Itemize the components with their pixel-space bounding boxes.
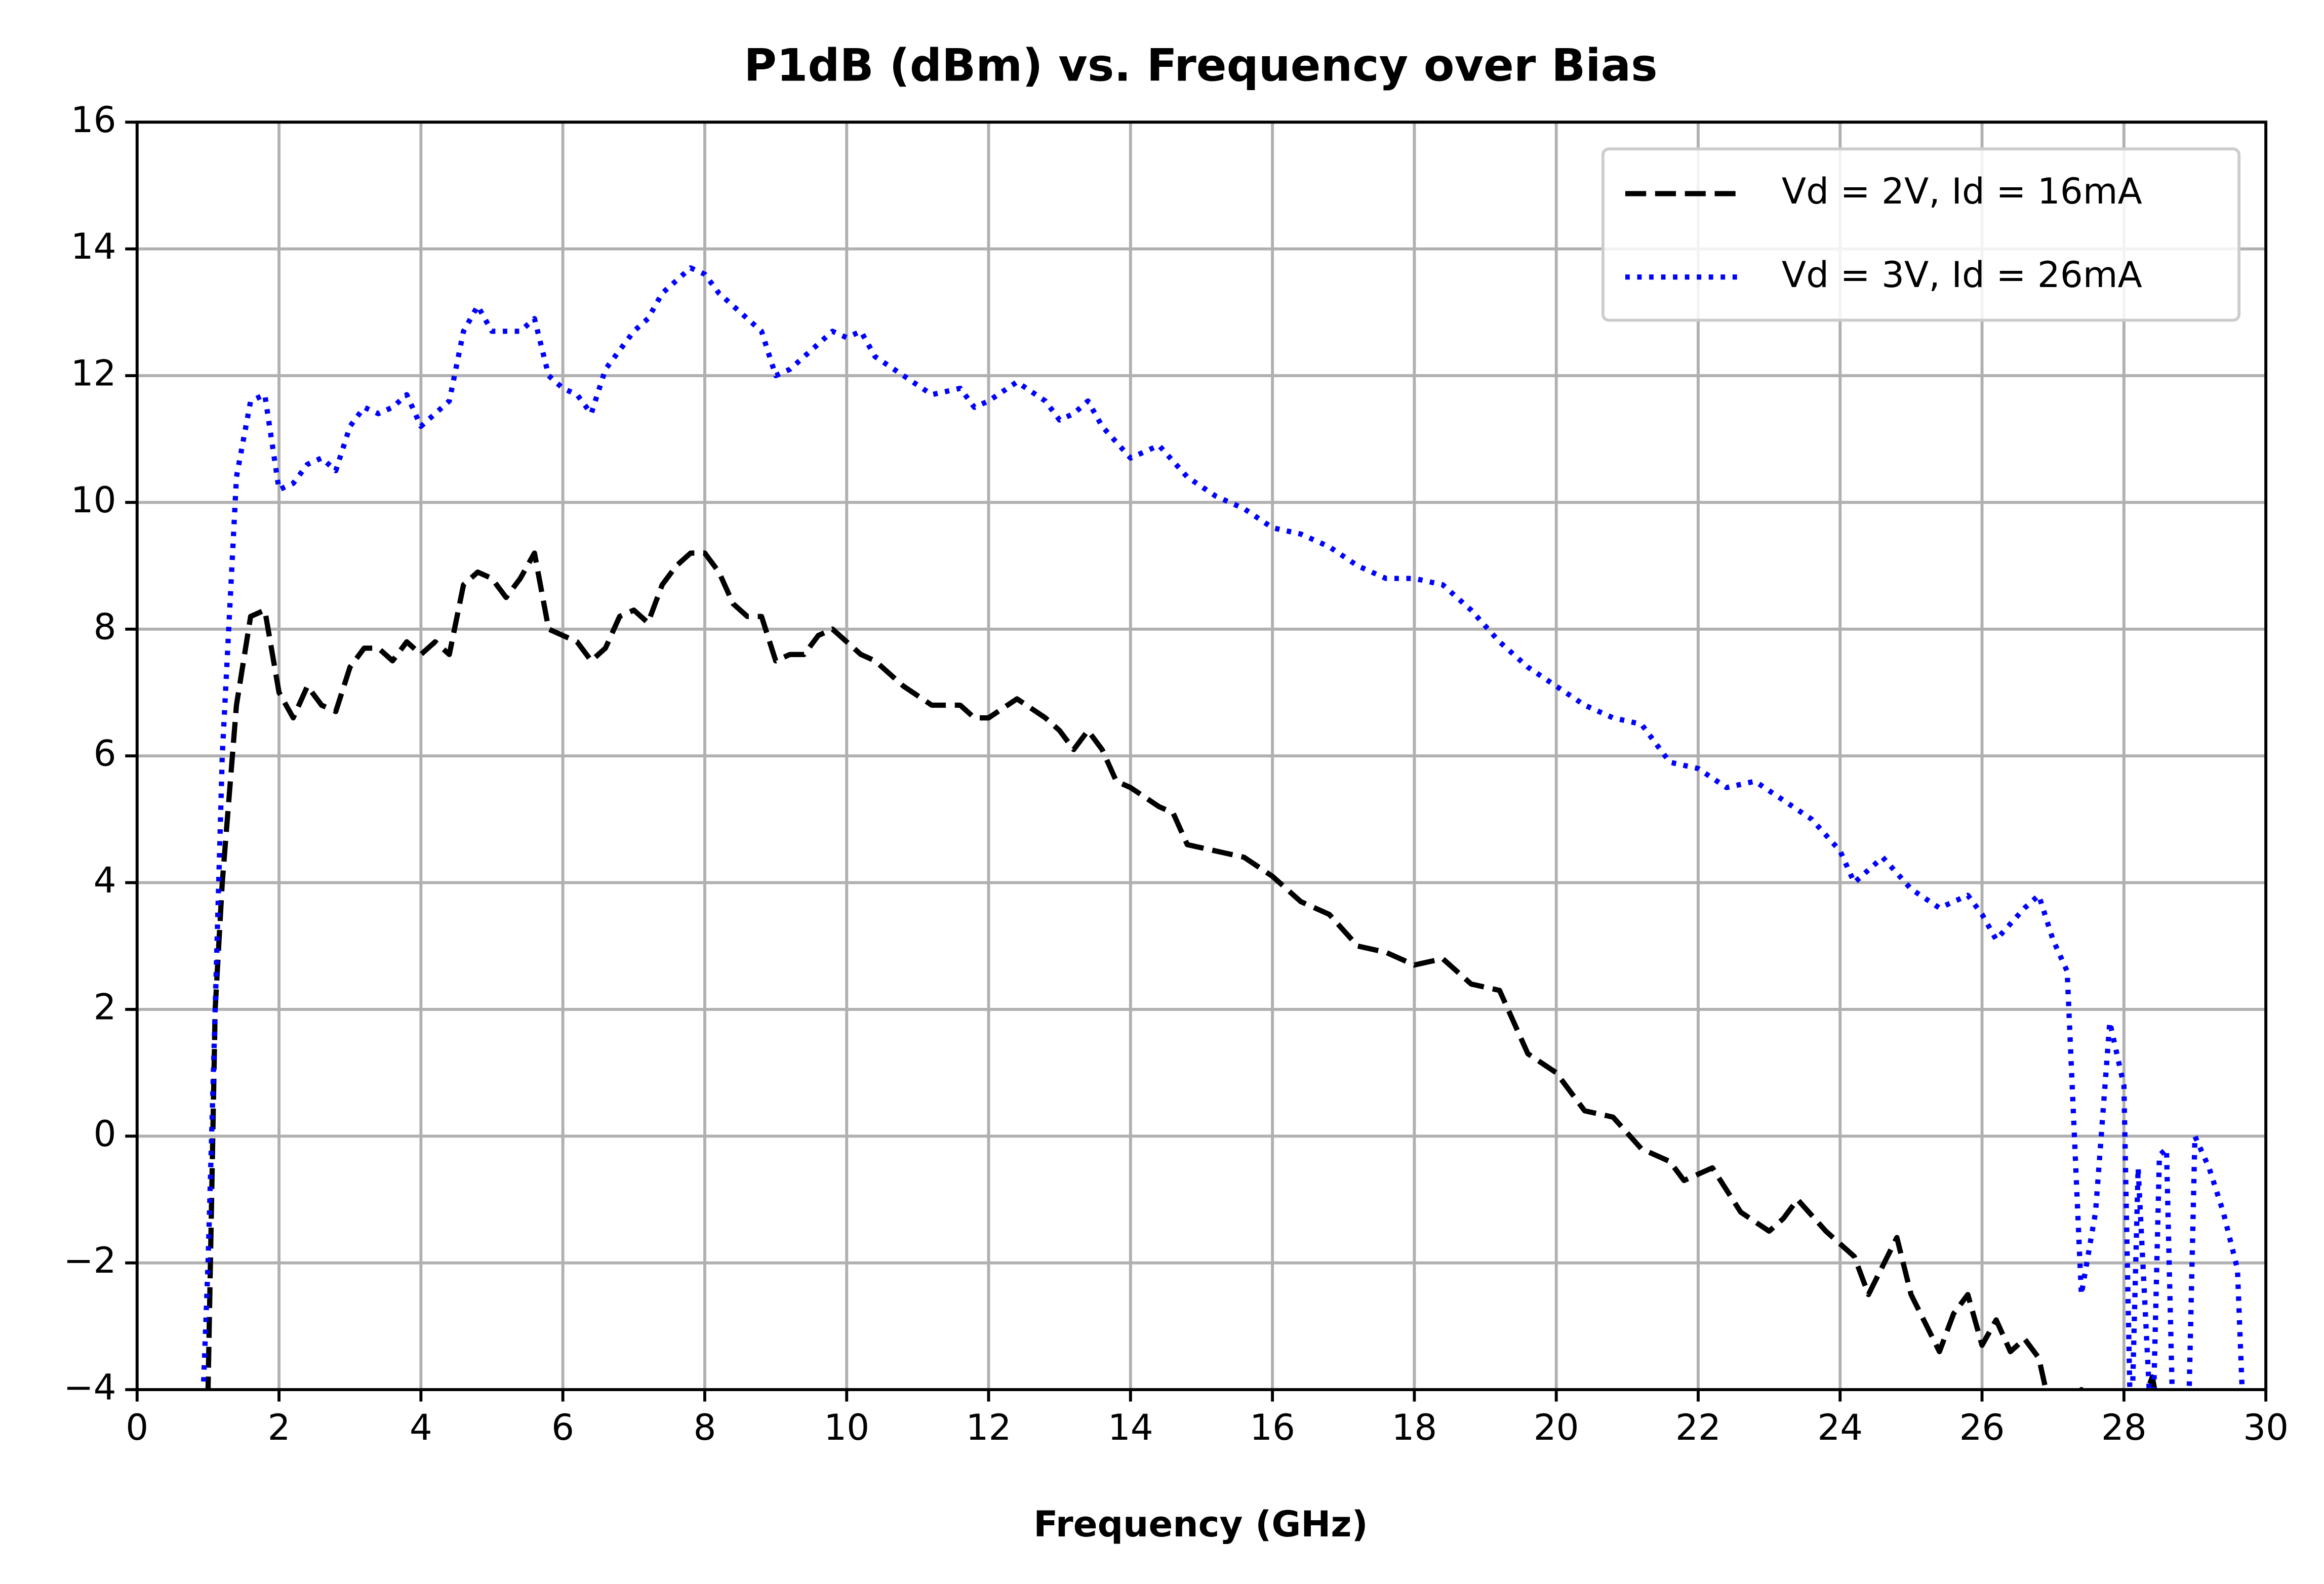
y-tick-label: −2 (64, 1239, 116, 1281)
series-line (201, 265, 2245, 1390)
y-tick-label: 10 (71, 479, 116, 521)
ticks: 0 2 4 6 8 10 12 14 16 18 20 22 24 26 28 30−4−2024681012… (64, 99, 2289, 1448)
legend-box (1601, 147, 2241, 322)
legend: Vd = 2V, Id = 16mA Vd = 3V, Id = 26mA (1601, 147, 2241, 322)
x-tick-label: 28 (2101, 1406, 2147, 1448)
x-tick-label: 30 (2243, 1406, 2289, 1448)
y-tick-label: 16 (71, 99, 116, 141)
x-tick-label: 14 (1108, 1406, 1153, 1448)
y-tick-label: 14 (71, 225, 116, 267)
x-tick-label: 6 (551, 1406, 574, 1448)
x-tick-label: 26 (1959, 1406, 2005, 1448)
x-tick-label: 0 (126, 1406, 148, 1448)
y-tick-label: 2 (94, 986, 116, 1028)
x-tick-label: 16 (1250, 1406, 1295, 1448)
x-tick-label: 18 (1391, 1406, 1437, 1448)
legend-label: Vd = 2V, Id = 16mA (1782, 170, 2142, 212)
x-tick-label: 10 (824, 1406, 869, 1448)
y-tick-label: 8 (94, 605, 116, 647)
y-tick-label: 4 (94, 859, 116, 901)
x-tick-label: 12 (966, 1406, 1012, 1448)
x-tick-label: 4 (410, 1406, 432, 1448)
x-tick-label: 20 (1534, 1406, 1579, 1448)
x-tick-label: 8 (693, 1406, 716, 1448)
x-tick-label: 2 (268, 1406, 291, 1448)
plot-area (201, 265, 2245, 1390)
x-tick-label: 22 (1675, 1406, 1721, 1448)
chart-title: P1dB (dBm) vs. Frequency over Bias (744, 39, 1657, 92)
y-tick-label: 0 (94, 1113, 116, 1155)
series-line (205, 550, 2157, 1390)
legend-label: Vd = 3V, Id = 26mA (1782, 254, 2142, 296)
x-axis-label: Frequency (GHz) (1033, 1503, 1368, 1545)
y-tick-label: 6 (94, 733, 116, 775)
x-tick-label: 24 (1817, 1406, 1863, 1448)
y-tick-label: 12 (71, 352, 116, 394)
y-tick-label: −4 (64, 1366, 116, 1408)
